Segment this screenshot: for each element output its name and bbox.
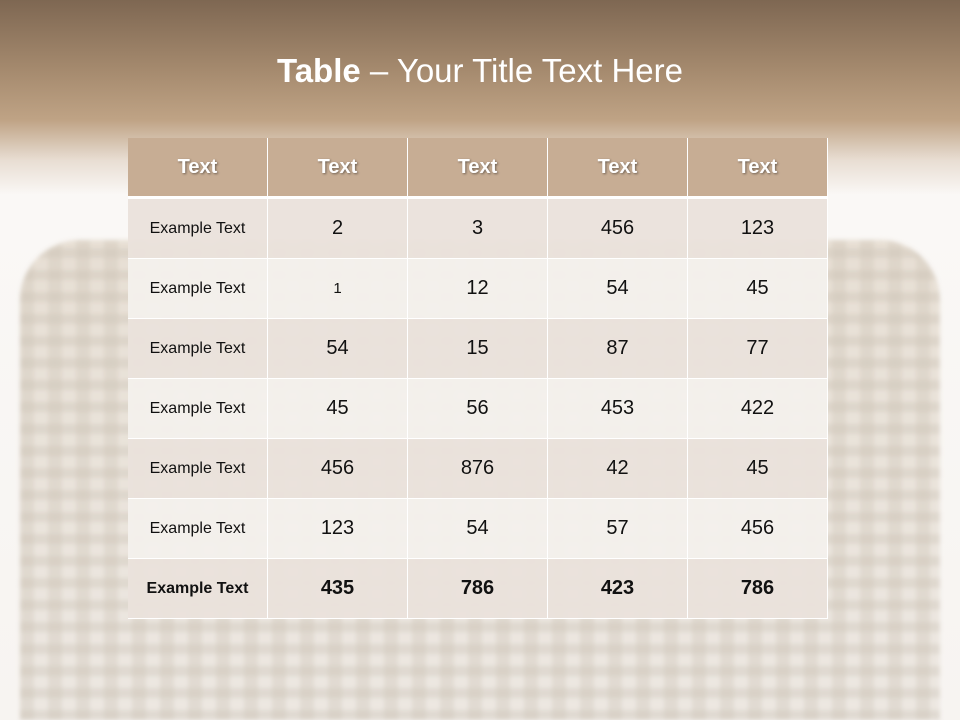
value-cell: 1 — [268, 259, 408, 319]
value-cell: 77 — [688, 319, 828, 379]
table-row: Example Text 435 786 423 786 — [128, 559, 828, 619]
value-cell: 3 — [408, 199, 548, 259]
value-cell: 456 — [688, 499, 828, 559]
table-row: Example Text 456 876 42 45 — [128, 439, 828, 499]
value-cell: 57 — [548, 499, 688, 559]
value-cell: 2 — [268, 199, 408, 259]
value-cell: 876 — [408, 439, 548, 499]
header-cell: Text — [268, 138, 408, 199]
table-row: Example Text 123 54 57 456 — [128, 499, 828, 559]
value-cell: 56 — [408, 379, 548, 439]
value-cell: 45 — [688, 439, 828, 499]
value-cell: 54 — [408, 499, 548, 559]
value-cell: 456 — [548, 199, 688, 259]
value-cell: 15 — [408, 319, 548, 379]
value-cell: 45 — [268, 379, 408, 439]
table-row: Example Text 54 15 87 77 — [128, 319, 828, 379]
value-cell: 54 — [548, 259, 688, 319]
value-cell: 54 — [268, 319, 408, 379]
value-cell: 453 — [548, 379, 688, 439]
value-cell: 786 — [408, 559, 548, 619]
value-cell: 456 — [268, 439, 408, 499]
header-cell: Text — [408, 138, 548, 199]
table-row: Example Text 1 12 54 45 — [128, 259, 828, 319]
value-cell: 435 — [268, 559, 408, 619]
data-table: Text Text Text Text Text Example Text 2 3 4… — [128, 138, 828, 619]
value-cell: 786 — [688, 559, 828, 619]
value-cell: 12 — [408, 259, 548, 319]
header-row: Text Text Text Text Text — [128, 138, 828, 199]
value-cell: 42 — [548, 439, 688, 499]
row-label-cell: Example Text — [128, 499, 268, 559]
table-row: Example Text 2 3 456 123 — [128, 199, 828, 259]
row-label-cell: Example Text — [128, 439, 268, 499]
value-cell: 45 — [688, 259, 828, 319]
header-cell: Text — [548, 138, 688, 199]
value-cell: 123 — [688, 199, 828, 259]
row-label-cell: Example Text — [128, 259, 268, 319]
value-cell: 123 — [268, 499, 408, 559]
row-label-cell: Example Text — [128, 379, 268, 439]
row-label-cell: Example Text — [128, 199, 268, 259]
slide-title: Table – Your Title Text Here — [0, 52, 960, 90]
value-cell: 423 — [548, 559, 688, 619]
table-row: Example Text 45 56 453 422 — [128, 379, 828, 439]
header-cell: Text — [128, 138, 268, 199]
row-label-cell: Example Text — [128, 559, 268, 619]
title-bold: Table — [277, 52, 361, 89]
value-cell: 422 — [688, 379, 828, 439]
row-label-cell: Example Text — [128, 319, 268, 379]
value-cell: 87 — [548, 319, 688, 379]
header-cell: Text — [688, 138, 828, 199]
title-rest: – Your Title Text Here — [360, 52, 683, 89]
